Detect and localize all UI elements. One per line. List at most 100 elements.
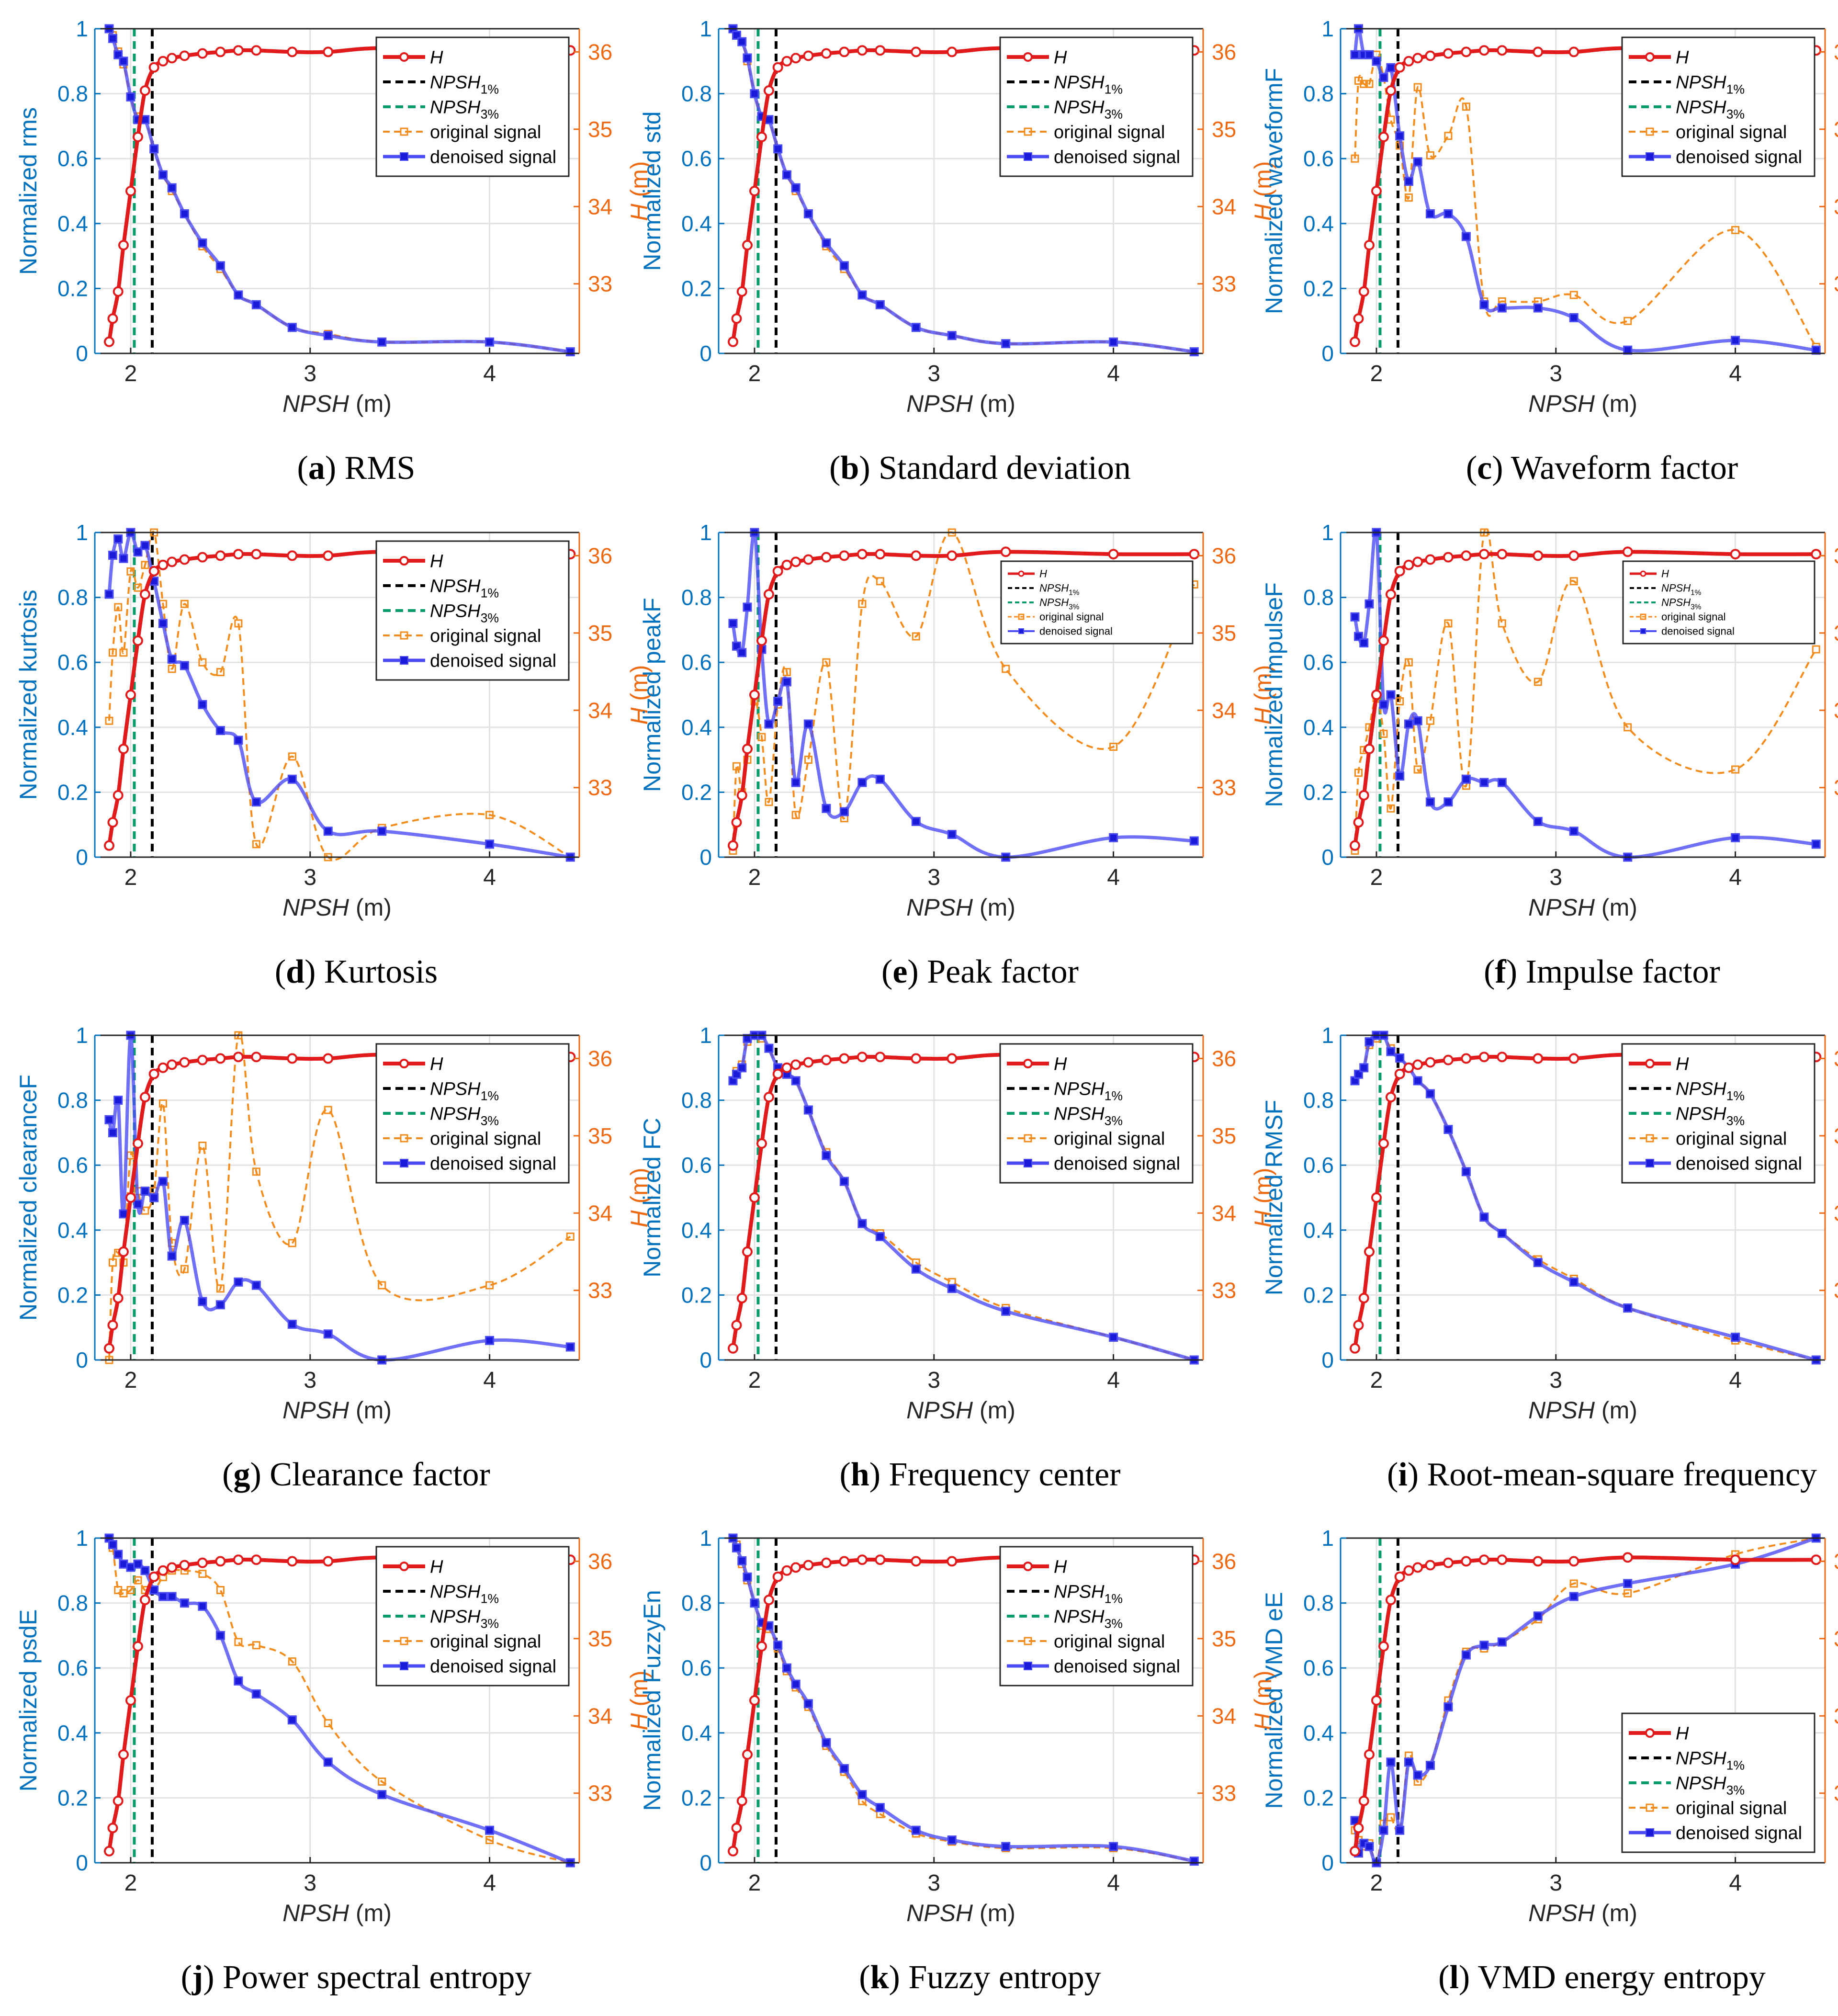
y-axis-label: Normalized FuzzyEn [639,1590,665,1811]
denoised-signal-point [485,1825,495,1835]
y-axis-label: Normalized FC [639,1118,665,1277]
denoised-signal-point [911,323,921,332]
h-curve-point [1568,46,1579,57]
denoised-signal-point [947,830,957,839]
caption-letter: k [870,1959,889,1996]
x-tick-label: 4 [1729,1870,1742,1896]
denoised-signal-point [1443,797,1453,807]
h-curve-point [215,1053,226,1064]
y-tick-label: 0.8 [57,1591,88,1616]
h-curve-point [821,1557,832,1568]
y-tick-label: 0.4 [57,211,88,236]
denoised-signal-point [1386,1757,1396,1767]
y2-tick-label: 33 [1834,1781,1838,1806]
h-curve-point [323,1556,334,1567]
h-curve-point [857,549,868,560]
original-signal-point [1569,291,1578,299]
h-curve-point [1353,817,1364,828]
h-curve-point [749,1695,760,1706]
h-curve-point [1000,546,1011,557]
legend-npsh1-label: NPSH1% [430,72,499,96]
legend-denoised-marker [400,1159,408,1167]
caption-text: ) Root-mean-square frequency [1408,1456,1817,1493]
original-signal-point [1387,804,1395,813]
legend-h-marker [1023,52,1033,62]
original-signal-point [1109,742,1118,751]
legend-npsh1-label: NPSH1% [1661,582,1702,597]
denoised-signal-point [1461,232,1471,241]
original-signal-point [1404,658,1413,667]
legend-h-marker [1645,1059,1655,1068]
y2-tick-label: 34 [1212,1703,1236,1728]
h-curve-point [1385,1092,1396,1103]
y2-tick-label: 36 [588,1046,612,1071]
h-curve-point [233,1052,244,1063]
h-curve-point [1358,286,1369,297]
h-curve-point [179,1560,190,1571]
denoised-signal-point [1379,73,1388,82]
x-axis-label-unit: (m) [1595,390,1637,417]
denoised-signal-line [731,28,1195,354]
h-curve-point [1461,46,1472,57]
y-tick-label: 0.8 [57,81,88,106]
y2-axis-label-unit: (m) [626,665,653,708]
h-curve-point [1811,549,1822,560]
denoised-signal-point [857,1219,867,1228]
caption-open: ( [1438,1959,1449,1996]
original-signal-point [119,648,128,657]
denoised-signal-point [764,719,774,729]
x-tick-label: 3 [927,361,940,386]
legend-original-marker [1024,1637,1032,1645]
y2-axis-label-italic: H [1250,1712,1276,1730]
y2-tick-label: 33 [588,272,612,296]
legend-denoised-label: denoised signal [1039,625,1113,637]
legend-denoised-marker [1024,1662,1032,1670]
h-curve-point [947,46,958,57]
denoised-signal-point [215,1631,225,1640]
y2-tick-label: 35 [588,117,612,142]
legend-npsh3-sub: 3% [1105,1114,1123,1128]
denoised-signal-point [565,1342,575,1352]
legend-npsh1-sub: 1% [1691,589,1702,597]
original-signal-point [1379,729,1388,738]
legend-denoised-marker [1646,152,1654,161]
h-curve-point [781,56,792,67]
original-signal-point [180,600,189,608]
x-axis-label-italic: NPSH [906,1900,973,1926]
legend-npsh3-label: NPSH3% [430,601,499,625]
h-curve-point [875,1554,886,1565]
legend-denoised-marker [400,1662,408,1670]
original-signal-point [876,577,884,586]
h-curve-point [1349,336,1360,347]
denoised-signal-point [1189,1857,1199,1866]
x-tick-label: 4 [1107,1368,1120,1393]
panel-caption: (c) Waveform factor [1466,450,1738,487]
y2-tick-label: 33 [1834,775,1838,800]
denoised-signal-point [1109,1842,1118,1851]
legend-npsh1-base: NPSH [1661,582,1691,594]
denoised-signal-point [1497,1229,1507,1238]
legend-denoised-marker [1646,1828,1654,1837]
y-axis-label: Normalized peakF [639,598,665,792]
denoised-signal-point [485,839,495,849]
h-curve-point [197,1557,208,1568]
legend-npsh3-label: NPSH3% [430,97,499,121]
original-signal-point [141,561,149,569]
legend-npsh3-base: NPSH [430,601,481,621]
x-tick-label: 3 [927,865,940,890]
legend-npsh3-sub: 3% [481,1617,499,1631]
h-curve-point [103,840,114,851]
legend-h-label: H [1661,568,1669,580]
legend-denoised-label: denoised signal [1054,147,1180,167]
x-tick-label: 2 [124,1870,137,1896]
h-curve-point [731,313,742,324]
y2-axis-label-unit: (m) [1250,1671,1276,1713]
denoised-signal-point [750,89,759,99]
x-axis-label: NPSH (m) [906,1397,1015,1424]
denoised-signal-point [234,736,243,745]
y2-axis-label-italic: H [626,1210,653,1227]
original-signal-point [216,1284,225,1293]
